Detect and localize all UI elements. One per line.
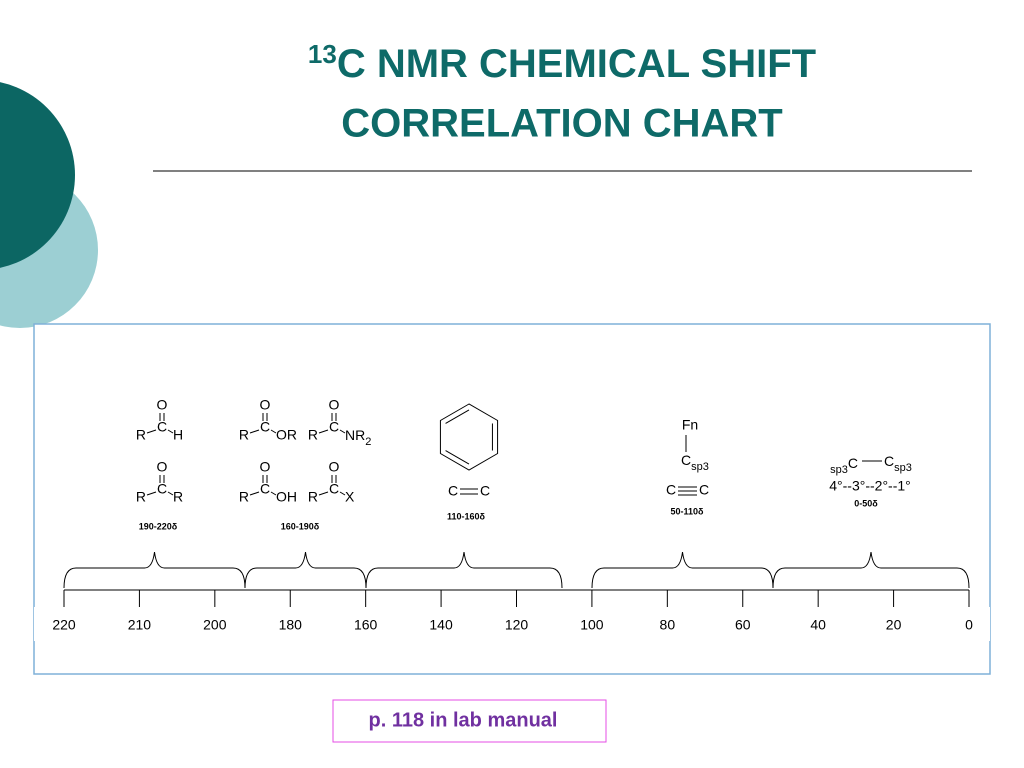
atom: O (329, 397, 340, 413)
title-line1: 13C NMR CHEMICAL SHIFT (308, 39, 816, 86)
atom: C (329, 419, 339, 435)
tick-label: 20 (886, 617, 902, 633)
brace (63, 551, 246, 589)
brace (772, 551, 970, 589)
bond (339, 491, 346, 496)
subscript: sp3 (691, 461, 709, 473)
range-label: 110-160δ (447, 511, 486, 521)
tick-label: 100 (580, 617, 604, 633)
atom: R (136, 489, 146, 505)
bond (167, 491, 174, 496)
subscript: sp3 (830, 464, 848, 476)
atom: NR (345, 427, 365, 443)
benzene-ring (439, 403, 499, 471)
atom: O (329, 459, 340, 475)
range-label: 190-220δ (139, 521, 178, 531)
tick-label: 120 (505, 617, 529, 633)
atom: H (173, 427, 183, 443)
title-text: C NMR CHEMICAL SHIFT (337, 42, 816, 86)
brace (365, 551, 563, 589)
tick-label: 180 (279, 617, 303, 633)
double-bond (445, 409, 470, 424)
atom: sp3C (830, 455, 858, 476)
footer: p. 118 in lab manual (369, 709, 558, 731)
subscript: 2 (365, 436, 371, 448)
bond (270, 429, 277, 434)
bond (318, 429, 329, 434)
atom: C (260, 481, 270, 497)
atom: C (681, 452, 691, 468)
atom: C (329, 481, 339, 497)
atom: C (884, 453, 894, 469)
scale-band (34, 607, 990, 641)
atom: C (448, 483, 458, 499)
atom: R (308, 489, 318, 505)
tick-label: 220 (52, 617, 76, 633)
atom: X (345, 489, 355, 505)
atom: R (173, 489, 183, 505)
atom: 4°--3°--2°--1° (829, 478, 911, 494)
atom: Fn (682, 417, 698, 433)
atom: C (157, 481, 167, 497)
atom: O (260, 459, 271, 475)
atom: O (157, 397, 168, 413)
range-label: 160-190δ (281, 521, 320, 531)
tick-label: 0 (965, 617, 973, 633)
atom: R (239, 427, 249, 443)
tick-label: 210 (128, 617, 152, 633)
bond (249, 491, 260, 496)
tick-label: 200 (203, 617, 227, 633)
bond (146, 429, 157, 434)
atom: Csp3 (681, 452, 709, 473)
atom: Csp3 (884, 453, 912, 474)
title-line2: CORRELATION CHART (341, 102, 782, 146)
atom: NR2 (345, 427, 371, 448)
bond (270, 491, 277, 496)
atom: O (157, 459, 168, 475)
atom: C (260, 419, 270, 435)
bond (318, 491, 329, 496)
atom: R (308, 427, 318, 443)
atom: OR (276, 427, 297, 443)
bond (167, 429, 174, 434)
atom: O (260, 397, 271, 413)
footer-box (332, 699, 607, 743)
bond (249, 429, 260, 434)
tick-label: 140 (429, 617, 453, 633)
double-bond (445, 450, 470, 465)
atom: C (157, 419, 167, 435)
range-label: 0-50δ (854, 498, 878, 508)
brace (244, 551, 367, 589)
tick-label: 80 (660, 617, 676, 633)
bond (339, 429, 346, 434)
tick-label: 40 (810, 617, 826, 633)
tick-label: 60 (735, 617, 751, 633)
range-label: 50-110δ (671, 506, 705, 516)
deco-circle (0, 82, 75, 268)
bond (146, 491, 157, 496)
atom: C (848, 455, 858, 471)
atom: C (666, 482, 676, 498)
atom: R (239, 489, 249, 505)
subscript: sp3 (894, 462, 912, 474)
atom: OH (276, 489, 297, 505)
atom: C (480, 483, 490, 499)
superscript: 13 (308, 39, 337, 69)
tick-label: 160 (354, 617, 378, 633)
brace (591, 551, 774, 589)
atom: R (136, 427, 146, 443)
atom: C (699, 482, 709, 498)
